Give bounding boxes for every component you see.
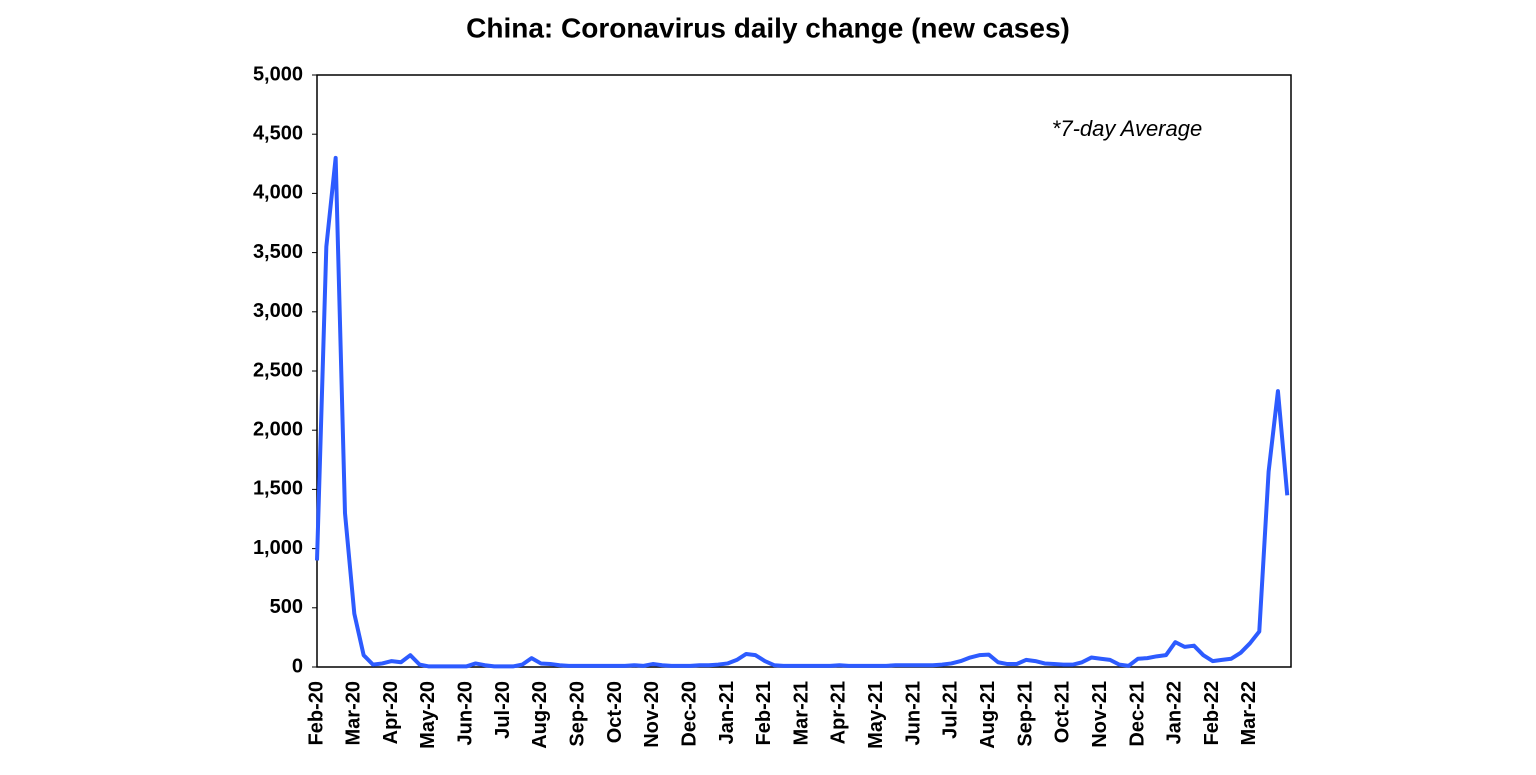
x-tick-label: Apr-21 — [828, 681, 850, 744]
x-tick-label: Sep-20 — [567, 681, 589, 747]
x-tick-label: Sep-21 — [1014, 681, 1036, 747]
y-tick-label: 5,000 — [253, 63, 303, 85]
y-tick-label: 4,000 — [253, 182, 303, 204]
x-tick-label: Jun-20 — [455, 681, 477, 745]
y-tick-label: 1,500 — [253, 478, 303, 500]
x-tick-label: Feb-21 — [753, 681, 775, 745]
y-tick-label: 1,000 — [253, 537, 303, 559]
y-tick-label: 4,500 — [253, 122, 303, 144]
x-tick-label: Nov-20 — [641, 681, 663, 748]
x-tick-label: May-20 — [417, 681, 439, 749]
x-tick-label: Mar-21 — [790, 681, 812, 745]
x-tick-label: Nov-21 — [1089, 681, 1111, 748]
x-tick-label: Dec-21 — [1126, 681, 1148, 747]
data-line — [315, 155, 1290, 669]
x-tick-label: Oct-20 — [604, 681, 626, 743]
x-tick-label: Mar-20 — [343, 681, 365, 745]
x-tick-label: Jun-21 — [902, 681, 924, 745]
x-tick-label: Feb-22 — [1201, 681, 1223, 745]
y-tick-label: 3,500 — [253, 241, 303, 263]
x-tick-label: May-21 — [865, 681, 887, 749]
chart-title: China: Coronavirus daily change (new cas… — [466, 12, 1070, 43]
y-tick-label: 2,500 — [253, 359, 303, 381]
x-tick-label: Jan-22 — [1164, 681, 1186, 744]
y-tick-label: 0 — [292, 655, 303, 677]
x-tick-label: Aug-21 — [977, 681, 999, 749]
x-tick-label: Jul-20 — [492, 681, 514, 739]
x-tick-label: Jan-21 — [716, 681, 738, 744]
y-tick-label: 3,000 — [253, 300, 303, 322]
y-tick-label: 2,000 — [253, 418, 303, 440]
x-tick-label: Dec-20 — [678, 681, 700, 747]
plot-frame — [316, 74, 1292, 668]
x-tick-label: Mar-22 — [1238, 681, 1260, 745]
x-tick-label: Feb-20 — [305, 681, 327, 745]
x-tick-label: Jul-21 — [940, 681, 962, 739]
x-tick-label: Oct-21 — [1052, 681, 1074, 743]
y-tick-label: 500 — [270, 596, 303, 618]
annotation: *7-day Average — [1052, 116, 1202, 141]
x-tick-label: Aug-20 — [529, 681, 551, 749]
x-tick-label: Apr-20 — [380, 681, 402, 744]
